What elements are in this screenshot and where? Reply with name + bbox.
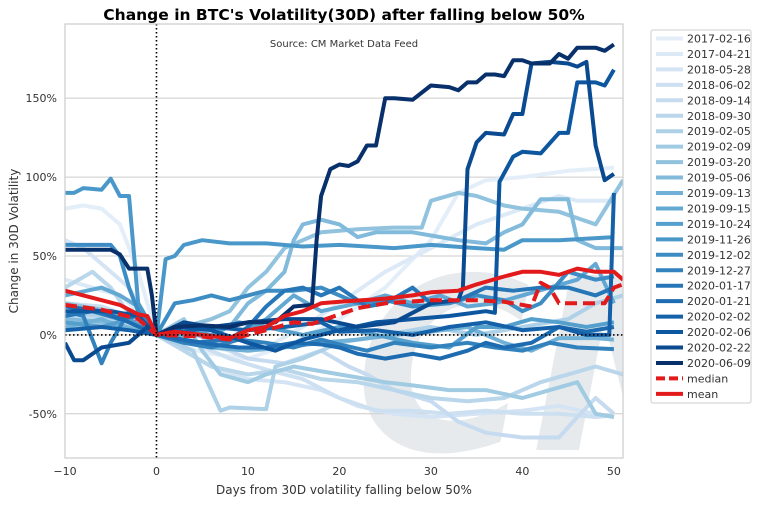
legend-label: 2020-02-06 — [687, 326, 751, 339]
legend-label: 2018-05-28 — [687, 63, 751, 76]
x-tick-label: 10 — [241, 465, 255, 478]
legend-label: 2019-12-02 — [687, 249, 751, 262]
chart-title: Change in BTC's Volatility(30D) after fa… — [103, 6, 585, 24]
legend-label: mean — [687, 388, 718, 401]
y-tick-label: 100% — [26, 171, 57, 184]
legend-label: median — [687, 372, 728, 385]
series-line-median — [65, 280, 623, 342]
series-lines — [65, 42, 623, 440]
series-line-2020-06-09 — [65, 42, 616, 337]
y-axis-ticks: -50% 0% 50% 100% 150% — [26, 92, 57, 421]
legend-label: 2019-09-13 — [687, 187, 751, 200]
legend-label: 2020-06-09 — [687, 357, 751, 370]
y-tick-label: -50% — [29, 408, 57, 421]
reference-lines — [65, 24, 623, 458]
y-tick-label: 150% — [26, 92, 57, 105]
source-annotation: Source: CM Market Data Feed — [270, 39, 418, 50]
legend-label: 2019-11-26 — [687, 233, 751, 246]
legend-frame — [650, 29, 752, 404]
legend-label: 2019-12-27 — [687, 264, 751, 277]
x-tick-label: 20 — [332, 465, 346, 478]
legend-label: 2017-02-16 — [687, 33, 751, 46]
x-tick-label: −10 — [53, 465, 76, 478]
legend: 2017-02-16 2017-04-21 2018-05-28 2018-06-02… — [650, 29, 752, 404]
legend-label: 2018-06-02 — [687, 79, 751, 92]
legend-label: 2018-09-14 — [687, 94, 751, 107]
legend-label: 2017-04-21 — [687, 48, 751, 61]
legend-label: 2019-05-06 — [687, 172, 751, 185]
legend-label: 2019-09-15 — [687, 202, 751, 215]
y-tick-label: 0% — [40, 329, 57, 342]
legend-label: 2019-10-24 — [687, 218, 751, 231]
y-tick-label: 50% — [33, 250, 57, 263]
x-axis-label: Days from 30D volatility falling below 5… — [216, 483, 472, 497]
x-tick-label: 40 — [515, 465, 529, 478]
series-line-2019-02-09 — [65, 317, 615, 419]
series-line-2019-11-26 — [65, 176, 615, 337]
legend-label: 2018-09-30 — [687, 110, 751, 123]
legend-label: 2019-03-20 — [687, 156, 751, 169]
series-line-2018-05-28 — [65, 238, 615, 419]
legend-label: 2020-02-22 — [687, 342, 751, 355]
series-line-mean — [65, 266, 623, 341]
plot-frame — [64, 23, 624, 459]
x-tick-label: 0 — [153, 465, 160, 478]
legend-label: 2019-02-05 — [687, 125, 751, 138]
legend-label: 2020-01-21 — [687, 295, 751, 308]
legend-label: 2020-02-02 — [687, 311, 751, 324]
legend-label: 2020-01-17 — [687, 280, 751, 293]
x-tick-label: 30 — [424, 465, 438, 478]
x-tick-label: 50 — [607, 465, 621, 478]
legend-label: 2019-02-09 — [687, 141, 751, 154]
y-axis-label: Change in 30D Volatility — [7, 169, 21, 314]
x-axis-ticks: −10 0 10 20 30 40 50 — [53, 465, 620, 478]
